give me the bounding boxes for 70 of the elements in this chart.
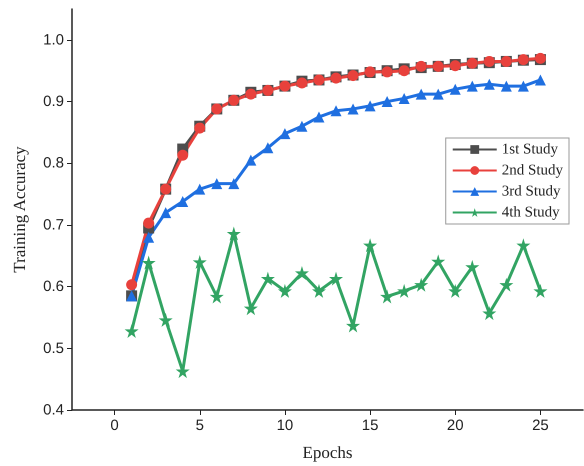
y-tick-label: 0.7 (43, 216, 64, 234)
point (416, 88, 427, 100)
point (533, 284, 548, 298)
point (330, 105, 342, 116)
point (313, 111, 324, 122)
x-tick-label: 10 (276, 417, 294, 434)
point (262, 142, 274, 154)
point (450, 84, 461, 95)
point (142, 256, 156, 270)
y-tick-label: 0.8 (43, 154, 64, 172)
point (484, 78, 495, 90)
point (398, 92, 410, 104)
point (534, 74, 546, 86)
point (143, 218, 154, 229)
point (177, 196, 188, 207)
point (226, 226, 241, 241)
point (278, 284, 292, 298)
point (124, 324, 139, 338)
point (466, 80, 478, 92)
point (414, 278, 428, 292)
point (482, 306, 496, 320)
legend-label: 4th Study (502, 204, 560, 220)
x-tick-label: 0 (110, 417, 119, 434)
point (382, 96, 393, 108)
point (210, 289, 224, 304)
point (397, 284, 412, 298)
y-axis-title: Training Accuracy (10, 146, 29, 273)
point (260, 272, 275, 286)
point (143, 232, 154, 243)
point (228, 178, 240, 190)
legend-label: 2nd Study (502, 162, 564, 178)
point (244, 301, 258, 316)
point (126, 279, 138, 290)
point (192, 254, 207, 269)
point (279, 128, 290, 140)
point (245, 154, 256, 166)
point (380, 289, 394, 304)
point (518, 80, 529, 92)
y-tick-label: 0.9 (43, 93, 64, 110)
y-tick-label: 0.4 (43, 402, 64, 418)
point (194, 184, 206, 195)
y-tick-label: 0.5 (43, 340, 64, 357)
point (329, 272, 344, 286)
x-tick-label: 20 (446, 417, 464, 434)
x-axis-title: Epochs (302, 443, 353, 462)
point (177, 150, 188, 161)
point (465, 260, 480, 274)
y-tick-label: 1.0 (43, 31, 64, 48)
x-tick-label: 5 (196, 417, 204, 434)
point (500, 80, 512, 92)
point (211, 178, 222, 190)
point (516, 238, 530, 252)
point (158, 312, 173, 327)
point (294, 266, 309, 280)
point (346, 318, 360, 332)
x-tick-label: 15 (362, 417, 378, 434)
point (363, 238, 378, 252)
point (160, 207, 172, 218)
legend-label: 3rd Study (502, 184, 561, 200)
point (312, 284, 326, 298)
point (431, 254, 446, 268)
point (432, 88, 444, 100)
point (364, 100, 376, 112)
legend-label: 1st Study (502, 142, 559, 158)
point (499, 278, 514, 292)
x-tick-label: 25 (532, 417, 549, 434)
point (296, 120, 308, 132)
y-tick-label: 0.6 (43, 278, 64, 296)
point (448, 284, 462, 298)
point (348, 103, 359, 114)
